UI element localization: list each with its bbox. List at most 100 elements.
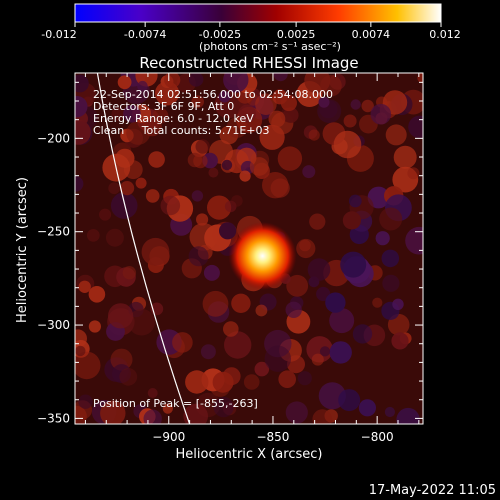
- emission-blob: [325, 292, 346, 313]
- emission-blob: [342, 211, 361, 230]
- emission-blob: [75, 74, 89, 93]
- emission-blob: [196, 213, 209, 226]
- emission-blob: [147, 388, 158, 398]
- emission-blob: [273, 73, 288, 82]
- emission-blob: [75, 405, 87, 424]
- colorbar-tick-label: -0.012: [41, 28, 76, 41]
- emission-pattern: [75, 73, 423, 424]
- emission-blob: [333, 130, 362, 159]
- emission-blob: [396, 407, 420, 424]
- solar-limb-line: [96, 73, 191, 424]
- info-line-clean: Clean Total counts: 5.71E+03: [93, 124, 270, 137]
- emission-blob: [285, 301, 302, 318]
- plot-frame: [74, 72, 424, 425]
- emission-blob: [308, 129, 320, 141]
- axes: −900 −850 −800 −200 −250 −300 −350: [37, 73, 423, 444]
- emission-blob: [183, 403, 208, 424]
- emission-blob: [320, 74, 342, 97]
- emission-blob: [361, 99, 374, 113]
- emission-blob: [296, 238, 316, 259]
- emission-blob: [286, 274, 309, 297]
- emission-blob: [191, 190, 204, 202]
- emission-blob: [350, 99, 361, 110]
- emission-blob: [280, 94, 297, 112]
- emission-blob: [203, 264, 220, 281]
- emission-blob: [239, 170, 251, 182]
- emission-blob: [110, 348, 133, 371]
- colorbar-ticks: -0.012 -0.0074 -0.0025 0.0025 0.0074 0.012: [41, 22, 461, 41]
- emission-blob: [75, 345, 86, 357]
- emission-blob: [88, 320, 101, 333]
- emission-blob: [392, 298, 404, 310]
- emission-blob: [208, 167, 219, 178]
- emission-blob: [123, 105, 141, 123]
- emission-blob: [297, 371, 312, 386]
- emission-blob: [381, 249, 400, 268]
- emission-blob: [249, 157, 269, 176]
- emission-blob: [164, 73, 181, 88]
- emission-blob: [224, 331, 252, 359]
- emission-blob: [319, 346, 331, 357]
- emission-blob: [278, 370, 297, 389]
- emission-blob: [343, 114, 357, 128]
- emission-blob: [100, 400, 126, 424]
- emission-blob: [382, 274, 400, 292]
- y-tick-label: −250: [37, 225, 70, 239]
- chart-title: Reconstructed RHESSI Image: [139, 54, 358, 72]
- peak-position-label: Position of Peak = [-855,-263]: [93, 397, 258, 410]
- emission-blob: [137, 80, 148, 92]
- emission-blob: [408, 115, 423, 139]
- colorbar-tick-label: -0.0025: [199, 28, 241, 41]
- emission-blob: [312, 409, 333, 424]
- x-tick-label: −900: [152, 430, 185, 444]
- emission-blob: [405, 226, 423, 255]
- emission-blob: [262, 172, 289, 199]
- emission-blob: [302, 165, 316, 179]
- emission-blob: [407, 167, 420, 180]
- y-axis-label: Heliocentric Y (arcsec): [15, 177, 30, 323]
- y-tick-label: −200: [37, 131, 70, 145]
- emission-blob: [135, 177, 147, 189]
- emission-blob: [243, 374, 260, 390]
- emission-blob: [238, 104, 257, 123]
- emission-blob: [329, 341, 352, 364]
- emission-blob: [88, 286, 106, 303]
- colorbar-unit-label: (photons cm⁻² s⁻¹ asec⁻²): [199, 40, 341, 53]
- emission-blob: [143, 409, 162, 424]
- emission-blob: [128, 308, 155, 336]
- info-block: 22-Sep-2014 02:51:56.000 to 02:54:08.000…: [93, 88, 333, 137]
- colorbar-tick-label: 0.012: [429, 28, 461, 41]
- emission-blob: [358, 399, 376, 417]
- emission-blob: [188, 73, 204, 87]
- emission-blob: [110, 192, 138, 219]
- emission-blob: [195, 139, 210, 154]
- emission-blob: [370, 103, 392, 125]
- emission-blob: [391, 332, 409, 350]
- heatmap-area: [75, 73, 423, 424]
- emission-blob: [160, 195, 181, 216]
- emission-blob: [329, 308, 355, 334]
- emission-blob: [188, 246, 209, 267]
- emission-blob: [268, 110, 286, 128]
- emission-blob: [384, 406, 395, 418]
- emission-blob: [202, 290, 229, 317]
- emission-blob: [78, 394, 93, 409]
- emission-blob: [352, 324, 373, 344]
- x-tick-label: −800: [361, 430, 394, 444]
- emission-blob: [385, 124, 407, 146]
- emission-blob: [255, 93, 277, 115]
- emission-blob: [223, 73, 249, 93]
- emission-blob: [218, 90, 231, 103]
- emission-blob: [108, 303, 134, 329]
- emission-blob: [193, 153, 208, 169]
- x-axis-label: Heliocentric X (arcsec): [176, 447, 323, 462]
- emission-blob: [309, 213, 326, 230]
- emission-blob: [111, 107, 125, 121]
- emission-blob: [75, 351, 101, 380]
- info-line-detectors: Detectors: 3F 6F 9F, Att 0: [93, 100, 234, 113]
- emission-blob: [307, 258, 331, 281]
- emission-blob: [108, 182, 121, 195]
- info-line-time: 22-Sep-2014 02:51:56.000 to 02:54:08.000: [93, 88, 333, 101]
- emission-blob: [105, 228, 124, 247]
- y-tick-label: −350: [37, 411, 70, 425]
